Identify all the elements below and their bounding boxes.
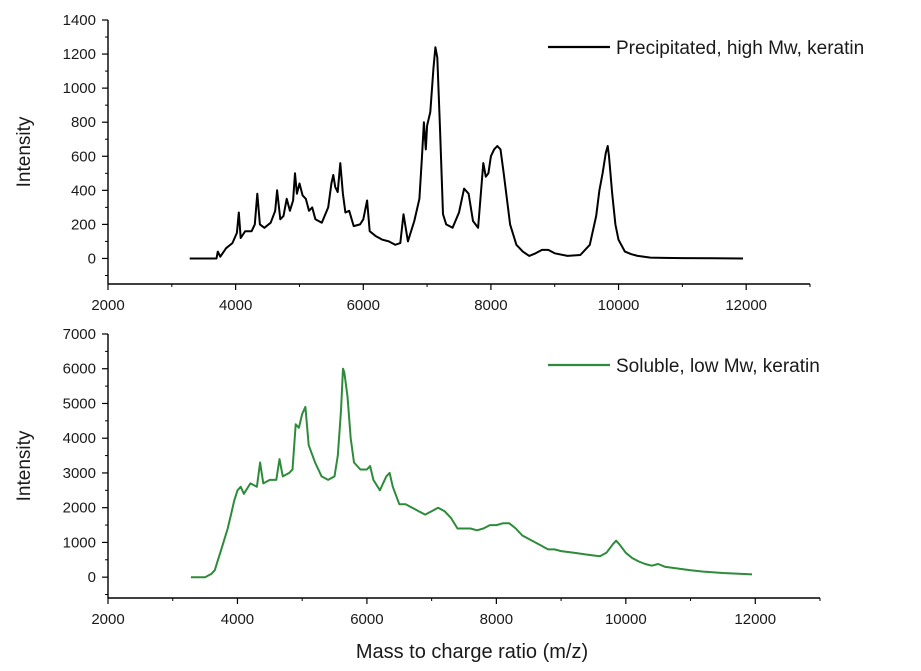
bottom-x-tick-label: 6000 xyxy=(350,611,383,628)
top-y-tick-label: 0 xyxy=(88,250,96,267)
bottom-y-tick-label: 2000 xyxy=(63,500,96,517)
top-y-tick-label: 1400 xyxy=(63,12,96,29)
top-series-line xyxy=(189,46,744,260)
bottom-y-tick-label: 1000 xyxy=(63,534,96,551)
top-x-tick-label: 2000 xyxy=(91,297,124,314)
bottom-x-tick-label: 4000 xyxy=(221,611,254,628)
top-x-tick-label: 8000 xyxy=(474,297,507,314)
top-legend: Precipitated, high Mw, keratin xyxy=(548,38,864,59)
top-y-tick-label: 600 xyxy=(71,148,96,165)
bottom-y-tick-label: 4000 xyxy=(63,430,96,447)
bottom-y-tick-label: 6000 xyxy=(63,361,96,378)
bottom-x-tick-label: 8000 xyxy=(480,611,513,628)
top-y-tick-label: 1000 xyxy=(63,80,96,97)
top-y-tick-label: 800 xyxy=(71,114,96,131)
top-y-tick-label: 400 xyxy=(71,182,96,199)
top-x-tick-label: 10000 xyxy=(598,297,640,314)
bottom-legend: Soluble, low Mw, keratin xyxy=(548,356,820,377)
top-x-tick-label: 6000 xyxy=(347,297,380,314)
top-y-tick-label: 1200 xyxy=(63,46,96,63)
bottom-x-tick-label: 12000 xyxy=(734,611,776,628)
bottom-panel: 0 1000 2000 3000 4000 5000 6000 7000 2000 4000 600… xyxy=(14,326,821,663)
bottom-x-tick-label: 2000 xyxy=(91,611,124,628)
top-panel: 0 200 400 600 800 1000 1200 1400 2000 4000 6000 800… xyxy=(14,12,864,314)
bottom-y-tick-label: 5000 xyxy=(63,395,96,412)
top-x-tick-label: 4000 xyxy=(219,297,252,314)
top-y-axis-label: Intensity xyxy=(14,116,35,187)
bottom-y-axis-label: Intensity xyxy=(14,430,35,501)
bottom-x-axis-label: Mass to charge ratio (m/z) xyxy=(356,641,588,663)
bottom-y-tick-label: 7000 xyxy=(63,326,96,343)
bottom-y-tick-label: 3000 xyxy=(63,465,96,482)
bottom-y-tick-label: 0 xyxy=(88,569,96,586)
top-y-tick-label: 200 xyxy=(71,216,96,233)
top-legend-label: Precipitated, high Mw, keratin xyxy=(616,38,864,59)
bottom-series-line xyxy=(190,367,753,579)
bottom-legend-label: Soluble, low Mw, keratin xyxy=(616,356,820,377)
bottom-x-tick-label: 10000 xyxy=(605,611,647,628)
top-x-tick-label: 12000 xyxy=(725,297,767,314)
